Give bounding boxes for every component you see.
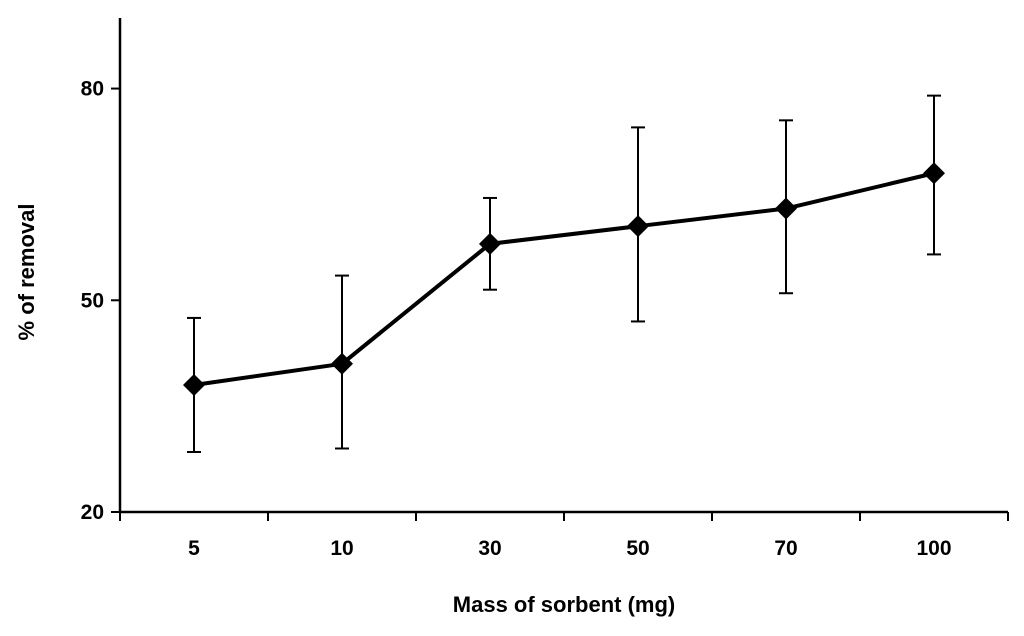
y-tick-label: 80 (81, 78, 104, 101)
data-point-marker (183, 373, 205, 396)
x-tick-label: 10 (330, 537, 353, 560)
data-point-marker (331, 352, 353, 375)
y-tick-label: 50 (81, 289, 104, 312)
x-tick-label: 50 (626, 537, 649, 560)
x-tick-label: 30 (478, 537, 501, 560)
series-line (193, 171, 935, 387)
x-tick-label: 5 (188, 537, 200, 560)
x-tick-label: 100 (916, 537, 951, 560)
x-tick-label: 70 (774, 537, 797, 560)
x-axis: 5 10 30 50 70 100 (119, 510, 1009, 560)
y-axis-title: % of removal (14, 204, 39, 341)
y-axis: 20 50 80 (81, 18, 122, 524)
y-tick-label: 20 (81, 501, 104, 524)
data-point-marker (923, 162, 945, 185)
data-point-marker (627, 215, 649, 238)
x-axis-title: Mass of sorbent (mg) (453, 592, 675, 617)
data-point-marker (775, 197, 797, 220)
data-point-marker (479, 232, 501, 255)
series-layer (183, 94, 945, 454)
